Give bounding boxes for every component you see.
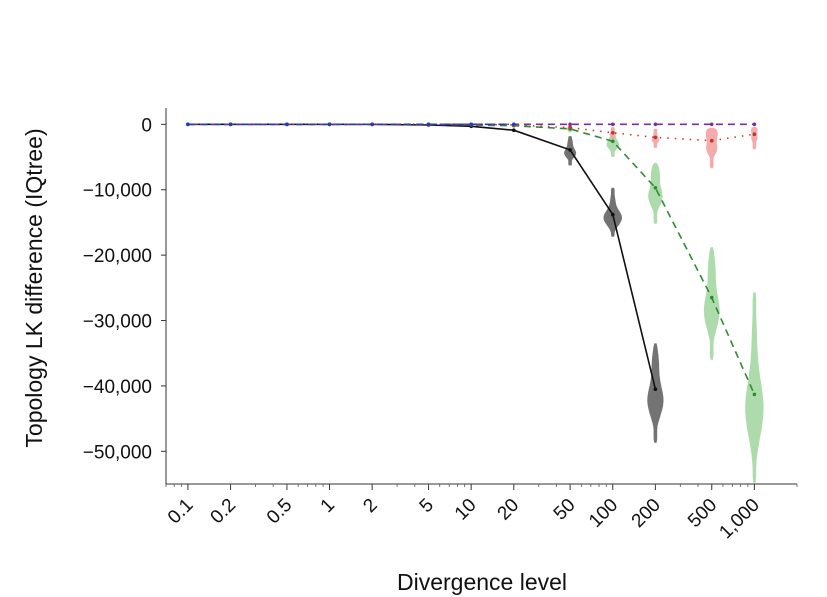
x-tick-label: 0.2 [207, 495, 241, 529]
y-tick-label: 0 [141, 115, 152, 136]
labels-layer: Divergence level Topology LK difference … [21, 128, 567, 595]
data-point-3-1000 [752, 122, 757, 127]
x-tick-label: 0.5 [263, 495, 297, 529]
data-point-3-500 [709, 122, 714, 127]
series-line-1 [187, 123, 756, 395]
violin-2-1000 [751, 127, 758, 150]
data-point-1-200 [653, 186, 658, 190]
y-tick-label: −30,000 [83, 312, 152, 333]
violin-0-100 [603, 187, 622, 237]
y-tick-label: −10,000 [83, 181, 152, 202]
violin-2-500 [705, 127, 718, 169]
violins-layer [564, 125, 764, 483]
data-point-0-20 [512, 128, 516, 132]
data-point-4-0.5 [285, 122, 289, 127]
x-tick-label: 0.1 [164, 495, 198, 529]
data-point-4-0.1 [186, 122, 190, 127]
axes-layer: 0 −10,000 −20,000 −30,000 −40,000 −50,000 0.1 0… [83, 108, 798, 543]
x-tick-label: 50 [550, 495, 580, 525]
data-point-4-2 [370, 122, 375, 127]
data-point-2-100 [611, 131, 615, 135]
x-tick-label: 1,000 [715, 495, 763, 543]
y-tick-label: −50,000 [83, 442, 152, 463]
y-tick-label: −40,000 [83, 377, 152, 398]
x-axis-title: Divergence level [397, 569, 567, 595]
data-point-3-50 [568, 122, 572, 127]
y-axis-title: Topology LK difference (IQtree) [21, 128, 47, 447]
data-point-4-10 [469, 122, 474, 127]
y-tick-label: −20,000 [83, 246, 152, 267]
x-tick-label: 500 [684, 495, 721, 532]
data-point-4-1 [327, 122, 332, 127]
data-point-1-1000 [752, 392, 757, 397]
x-tick-label: 100 [585, 495, 622, 532]
data-point-4-0.2 [228, 122, 233, 127]
data-point-4-5 [426, 122, 431, 127]
data-point-3-100 [611, 122, 615, 127]
data-point-0-50 [568, 148, 572, 152]
data-point-0-100 [611, 212, 615, 217]
data-point-2-1000 [752, 132, 757, 136]
violin-1-1000 [745, 292, 764, 483]
violin-0-200 [647, 343, 664, 443]
x-tick-label: 20 [494, 495, 524, 525]
violin-1-500 [703, 247, 720, 360]
x-tick-label: 1 [317, 495, 339, 517]
data-point-4-20 [512, 122, 516, 127]
data-point-2-50 [568, 125, 572, 130]
x-tick-label: 5 [416, 495, 438, 517]
data-point-2-200 [653, 135, 658, 140]
data-point-3-200 [653, 122, 658, 127]
series-layer [187, 123, 756, 395]
x-tick-label: 2 [359, 495, 381, 517]
data-point-2-500 [709, 138, 714, 143]
series-line-0 [187, 123, 657, 390]
x-tick-label: 200 [628, 495, 665, 532]
points-layer [186, 122, 757, 397]
violin-1-200 [648, 162, 663, 224]
data-point-0-200 [653, 387, 658, 392]
data-point-1-100 [611, 139, 615, 144]
x-tick-label: 10 [451, 495, 481, 525]
data-point-1-500 [709, 295, 714, 300]
